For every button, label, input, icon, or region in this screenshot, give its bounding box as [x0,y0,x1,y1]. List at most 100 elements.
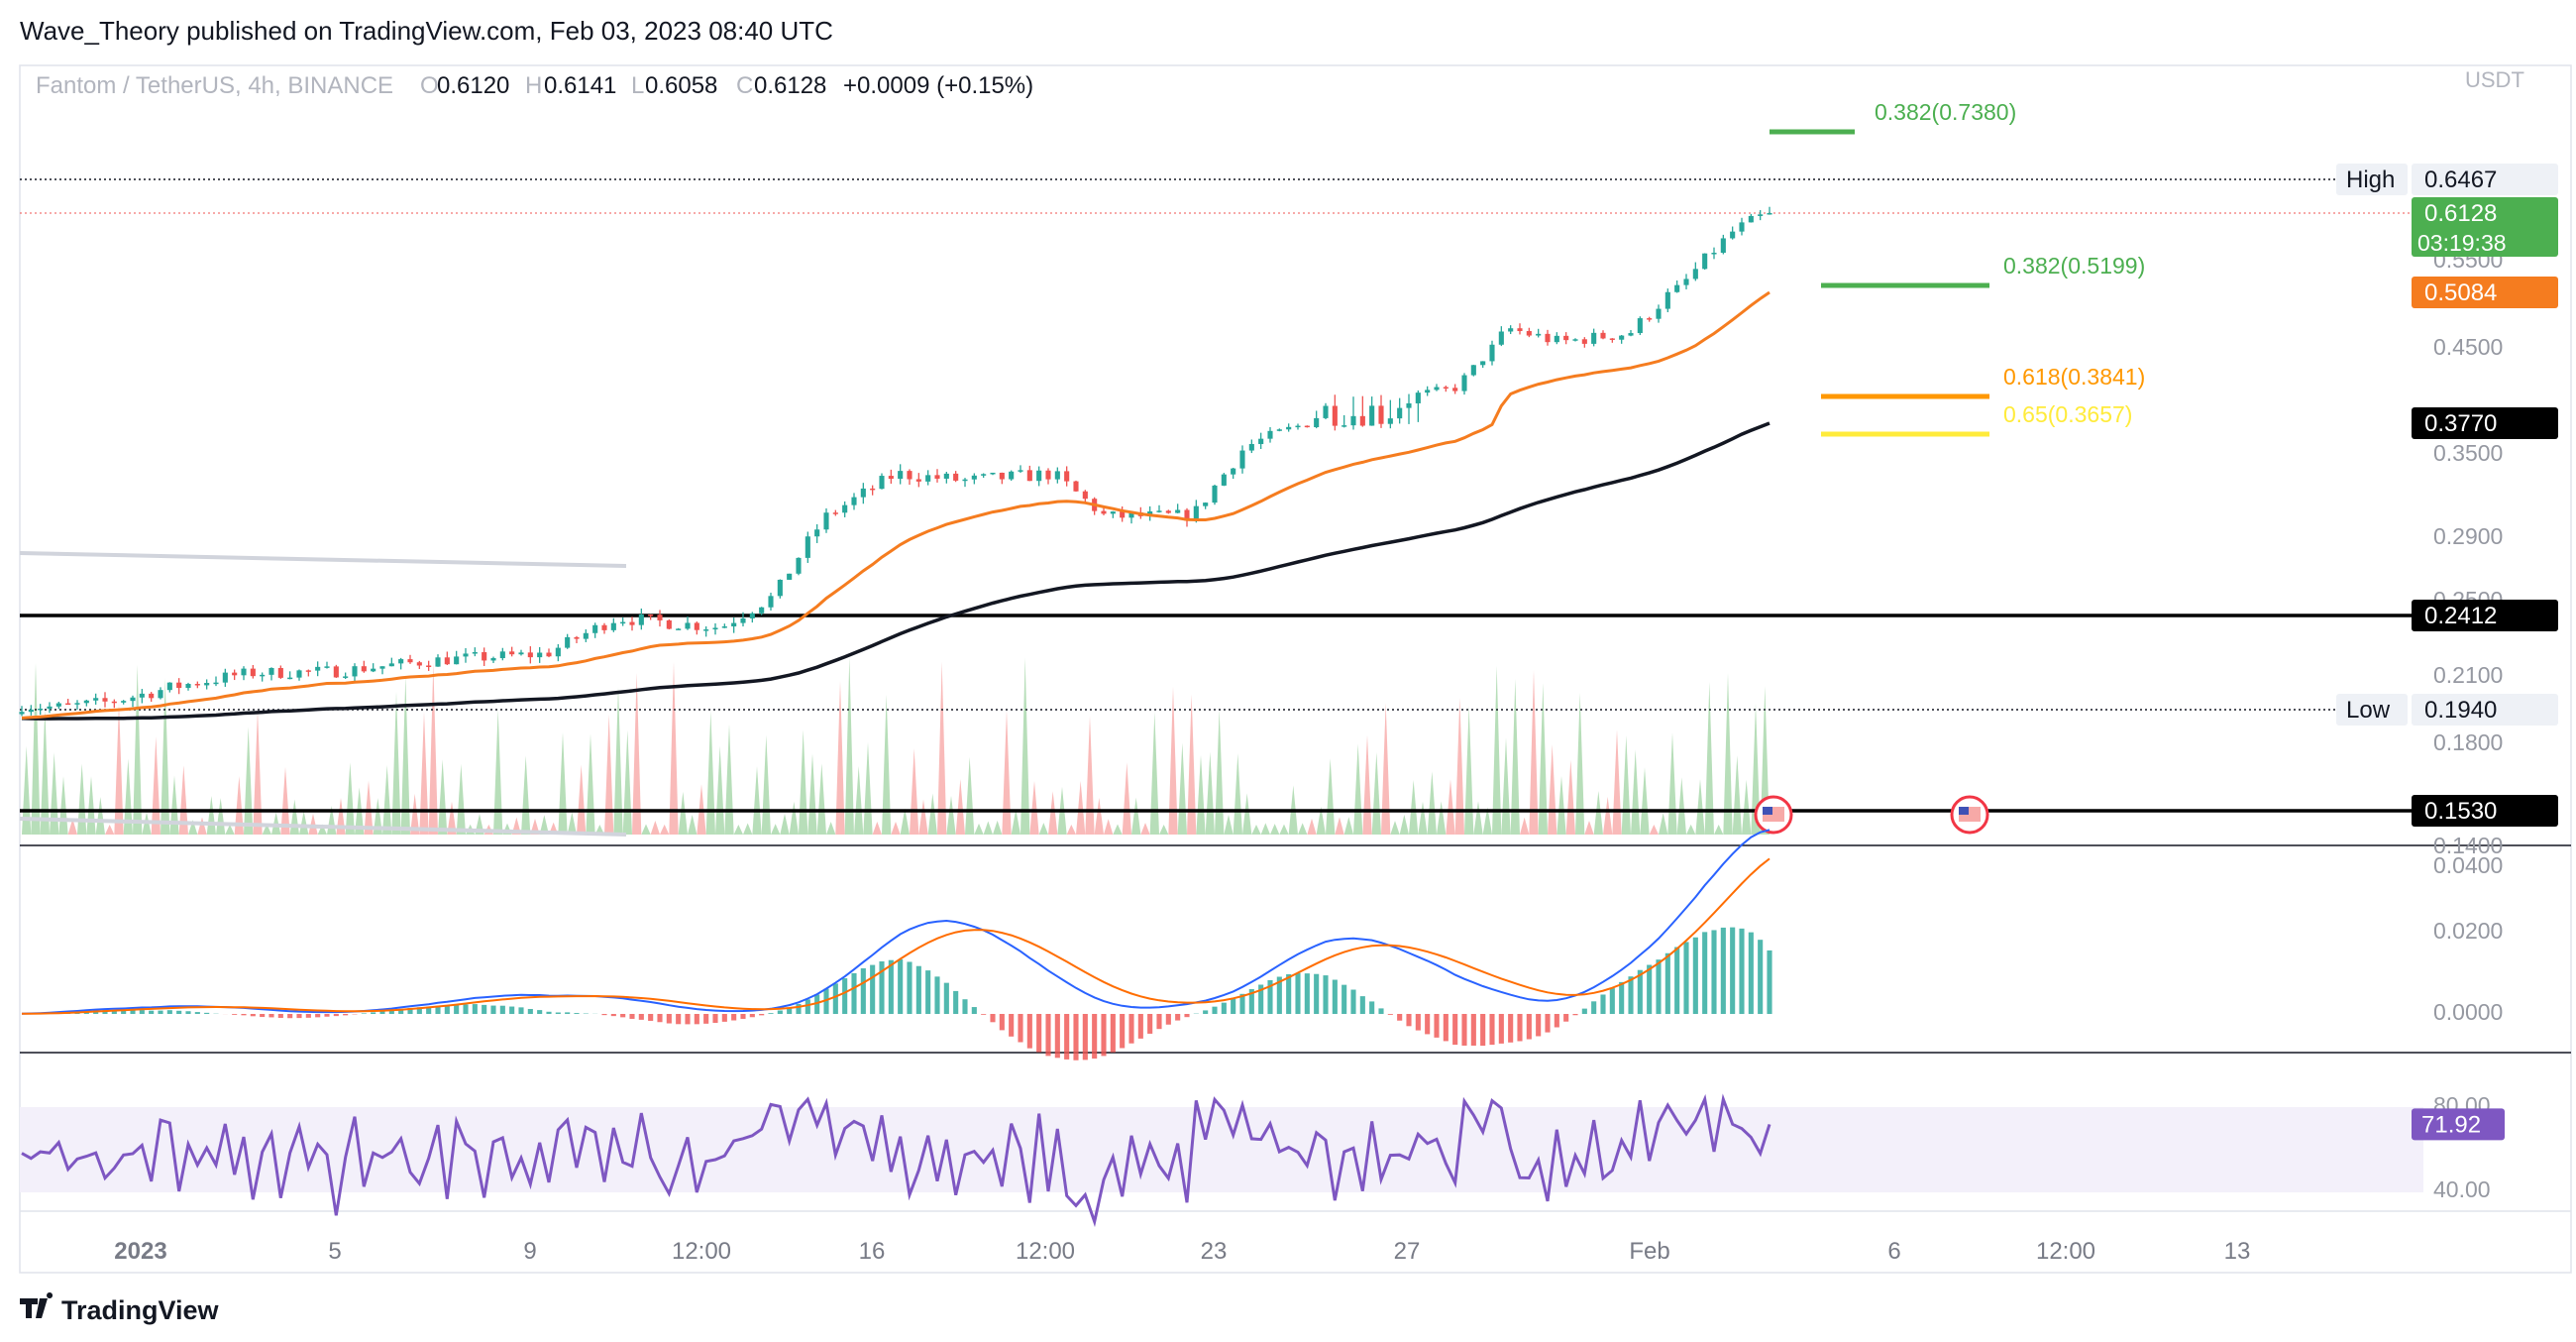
volume-bar [308,813,318,835]
macd-histogram-bar [731,1014,737,1021]
volume-bar [1149,712,1159,835]
volume-bar [983,821,993,835]
macd-histogram-bar [1637,969,1643,1014]
macd-histogram-bar [1231,998,1236,1014]
macd-histogram-bar [518,1007,524,1014]
candle-body [65,703,71,706]
volume-bar [1437,801,1447,835]
candle-body [1692,269,1698,280]
time-tick-label: Feb [1629,1238,1669,1265]
volume-bar [567,812,577,835]
volume-bar [1011,809,1020,835]
time-tick-label: 23 [1201,1238,1228,1265]
macd-histogram-bar [546,1011,552,1014]
candle-body [712,627,718,630]
candle-body [1120,511,1126,518]
volume-bar [1676,777,1686,835]
candle-body [759,607,765,614]
volume-bar [225,824,235,835]
macd-histogram-bar [1720,927,1726,1014]
volume-bar [1215,709,1225,835]
volume-bar [419,712,429,835]
price-tick-label: 0.4500 [2433,334,2503,360]
close-value: 0.6128 [754,72,826,99]
macd-histogram-bar [934,976,940,1014]
macd-histogram-bar [1101,1014,1107,1057]
macd-histogram-bar [1009,1014,1015,1037]
volume-bar [1732,755,1742,835]
rsi-pane [20,1093,2423,1228]
macd-histogram-bar [426,1006,432,1014]
candle-body [962,479,968,482]
candle-body [1526,331,1532,336]
macd-histogram-bar [1342,984,1347,1014]
candle-body [1748,215,1754,223]
macd-histogram-bar [1147,1014,1153,1034]
volume-bar [1343,817,1353,835]
candle-body [676,628,682,630]
macd-histogram-bar [1434,1014,1440,1038]
candle-body [1470,365,1476,376]
candle-body [1600,332,1606,339]
candle-body [851,497,857,505]
macd-histogram-bar [444,1005,450,1014]
candle-body [444,657,450,665]
candle-body [925,475,931,482]
macd-histogram-bar [860,967,866,1014]
candle-body [990,472,996,475]
candle-body [158,690,163,699]
volume-bar [447,801,457,835]
volume-bar [1593,791,1603,835]
macd-histogram-bar [287,1014,293,1019]
price-badge-value: 0.5084 [2424,280,2497,306]
time-tick-label: 13 [2224,1238,2251,1265]
price-badge-value: 0.6467 [2424,167,2497,193]
volume-bar [364,780,374,835]
volume-bar [622,729,632,835]
candle-body [1591,332,1597,344]
candle-body [260,674,266,677]
volume-bar [1723,673,1733,835]
candle-body [1674,284,1680,292]
macd-histogram-bar [1018,1014,1023,1043]
macd-histogram-bar [1452,1014,1458,1046]
candle-body [407,659,413,663]
candle-body [1702,253,1708,270]
volume-bar [428,663,438,835]
macd-histogram-bar [990,1014,996,1023]
macd-histogram-bar [1508,1014,1514,1043]
volume-bar [1529,670,1539,835]
candle-body [1425,390,1431,393]
volume-bar [95,797,105,835]
candle-body [398,659,404,664]
volume-bar [1159,824,1169,835]
volume-bar [1649,824,1659,835]
macd-histogram-bar [1026,1014,1032,1049]
volume-bar [799,729,808,835]
macd-histogram-bar [1572,1014,1578,1016]
macd-histogram-bar [1054,1014,1060,1059]
volume-bar [854,765,864,835]
candle-body [232,672,238,676]
price-badge: 0.2412 [2412,600,2558,631]
ohlc-legend: Fantom / TetherUS, 4h, BINANCE O 0.6120 … [36,72,1033,99]
candle-body [130,697,136,702]
volume-bar [993,820,1003,835]
macd-histogram-bar [398,1008,404,1014]
macd-histogram-bar [1730,927,1736,1014]
candle-body [1203,503,1209,506]
candle-body [1628,333,1634,336]
candle-body [1286,426,1292,430]
macd-histogram-bar [158,1010,163,1014]
macd-histogram-bar [1683,942,1689,1014]
macd-histogram-bar [185,1011,191,1014]
price-badge-label: Low [2346,697,2391,724]
candle-body [149,693,155,699]
volume-bar [872,821,882,835]
macd-histogram-bar [1221,1002,1227,1014]
macd-histogram-bar [416,1007,422,1014]
candle-body [537,652,543,658]
candle-body [176,682,182,689]
macd-histogram-bar [260,1014,266,1018]
